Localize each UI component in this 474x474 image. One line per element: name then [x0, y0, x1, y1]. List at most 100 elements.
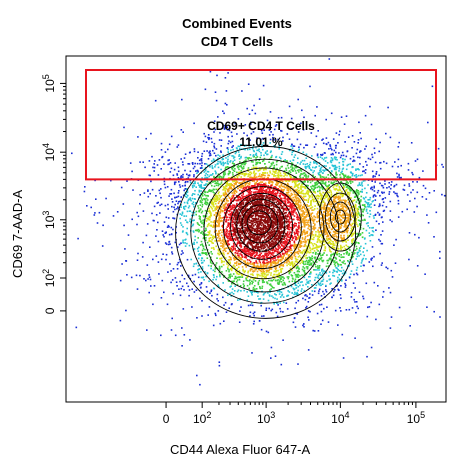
event-dot	[231, 282, 233, 285]
event-dot	[291, 206, 294, 208]
event-dot	[273, 164, 276, 167]
event-dot	[186, 282, 188, 285]
event-dot	[277, 269, 279, 272]
event-dot	[214, 164, 217, 166]
event-dot	[270, 249, 272, 251]
event-dot	[267, 331, 270, 334]
event-dot	[268, 253, 271, 255]
event-dot	[241, 167, 243, 169]
event-dot	[260, 248, 263, 250]
event-dot	[271, 184, 273, 187]
event-dot	[181, 211, 184, 214]
event-dot	[245, 236, 247, 238]
event-dot	[235, 151, 237, 154]
event-dot	[271, 232, 274, 234]
event-dot	[268, 241, 271, 244]
event-dot	[341, 256, 344, 258]
event-dot	[302, 218, 305, 220]
event-dot	[237, 199, 239, 202]
event-dot	[307, 188, 310, 190]
event-dot	[93, 214, 96, 216]
event-dot	[307, 184, 309, 187]
event-dot	[268, 242, 270, 245]
event-dot	[202, 247, 205, 250]
event-dot	[272, 213, 275, 215]
event-dot	[285, 203, 287, 206]
event-dot	[318, 171, 321, 174]
event-dot	[268, 307, 270, 310]
event-dot	[277, 238, 280, 241]
event-dot	[252, 263, 254, 265]
event-dot	[341, 272, 344, 275]
event-dot	[344, 141, 346, 143]
event-dot	[225, 243, 227, 246]
event-dot	[264, 243, 266, 245]
event-dot	[278, 194, 281, 197]
event-dot	[297, 299, 300, 302]
event-dot	[213, 145, 215, 147]
event-dot	[256, 222, 259, 224]
event-dot	[291, 280, 294, 283]
event-dot	[250, 242, 253, 245]
event-dot	[232, 247, 235, 249]
event-dot	[282, 339, 284, 341]
event-dot	[286, 227, 288, 230]
event-dot	[251, 268, 253, 270]
event-dot	[266, 281, 268, 283]
event-dot	[260, 233, 262, 235]
event-dot	[238, 276, 241, 279]
event-dot	[280, 183, 283, 186]
event-dot	[263, 154, 265, 157]
event-dot	[311, 198, 314, 201]
event-dot	[228, 183, 230, 185]
event-dot	[224, 162, 227, 164]
event-dot	[317, 156, 319, 159]
event-dot	[328, 58, 331, 60]
event-dot	[251, 247, 254, 249]
event-dot	[206, 170, 209, 173]
event-dot	[299, 245, 301, 247]
event-dot	[391, 276, 394, 278]
event-dot	[365, 222, 368, 225]
event-dot	[236, 216, 238, 218]
event-dot	[213, 152, 216, 154]
event-dot	[247, 170, 250, 172]
event-dot	[273, 238, 275, 240]
event-dot	[278, 240, 280, 242]
event-dot	[253, 252, 256, 254]
event-dot	[148, 291, 150, 294]
event-dot	[222, 194, 225, 196]
event-dot	[249, 304, 252, 306]
event-dot	[277, 117, 280, 119]
event-dot	[254, 246, 257, 248]
event-dot	[368, 235, 371, 237]
event-dot	[326, 211, 329, 213]
event-dot	[216, 182, 219, 184]
event-dot	[310, 218, 313, 220]
event-dot	[215, 216, 217, 218]
event-dot	[242, 210, 245, 212]
event-dot	[197, 223, 199, 225]
event-dot	[240, 162, 243, 165]
event-dot	[271, 212, 273, 214]
event-dot	[246, 242, 249, 245]
event-dot	[263, 277, 266, 280]
event-dot	[296, 169, 299, 172]
event-dot	[322, 253, 324, 256]
event-dot	[193, 150, 196, 153]
event-dot	[255, 172, 257, 175]
event-dot	[250, 263, 252, 265]
event-dot	[304, 211, 306, 213]
event-dot	[302, 262, 304, 264]
event-dot	[311, 230, 314, 233]
event-dot	[136, 223, 138, 226]
event-dot	[162, 253, 164, 255]
event-dot	[258, 215, 261, 218]
event-dot	[201, 162, 203, 164]
event-dot	[263, 216, 265, 218]
event-dot	[311, 248, 313, 251]
event-dot	[228, 250, 231, 253]
event-dot	[179, 280, 181, 283]
event-dot	[157, 240, 160, 243]
event-dot	[389, 291, 392, 294]
